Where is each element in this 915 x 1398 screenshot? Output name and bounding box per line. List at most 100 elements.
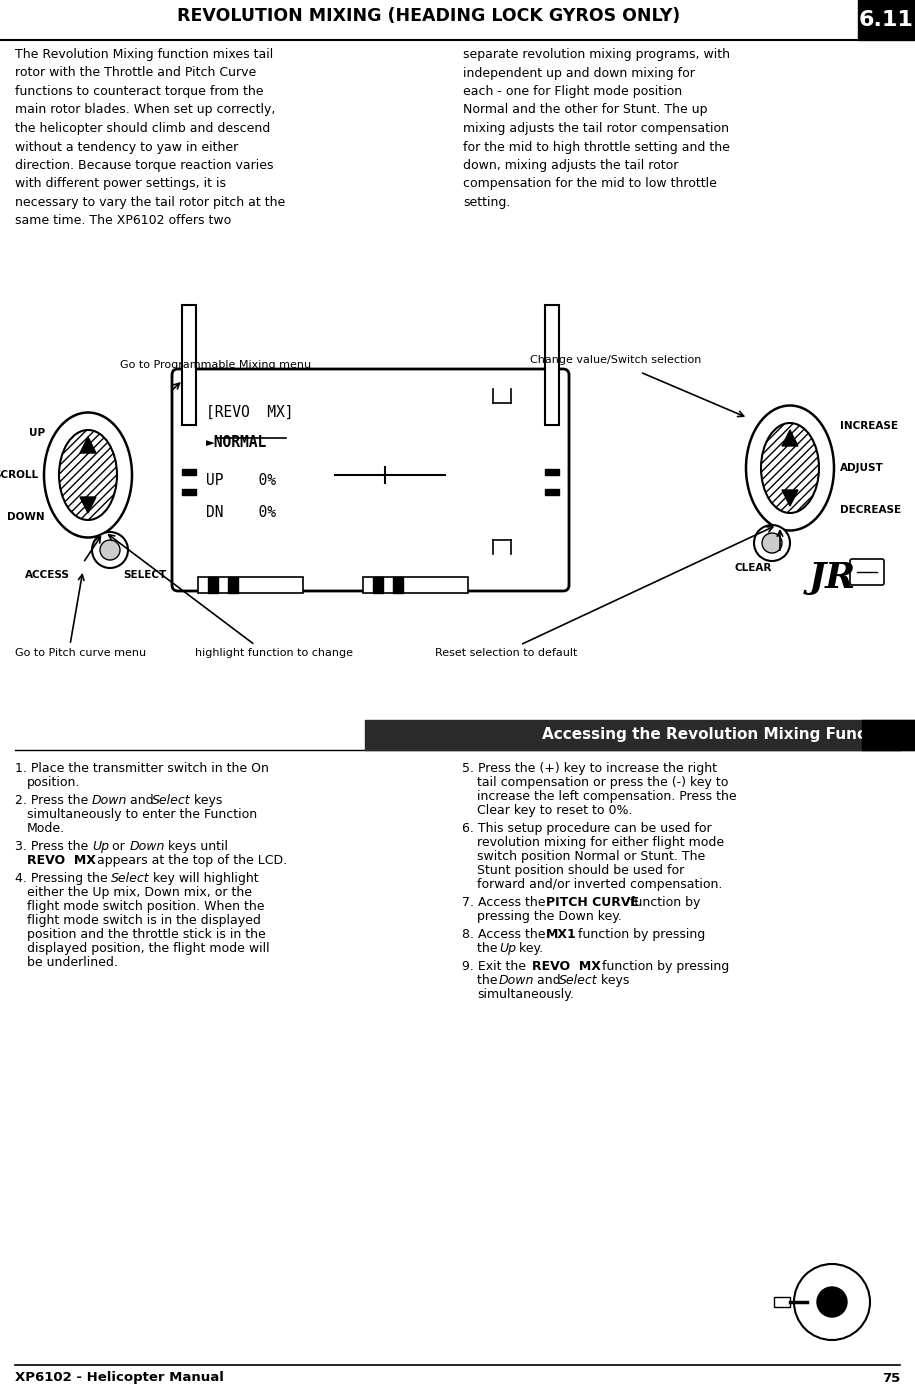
Text: either the Up mix, Down mix, or the: either the Up mix, Down mix, or the (27, 886, 252, 899)
Text: flight mode switch is in the displayed: flight mode switch is in the displayed (27, 914, 261, 927)
Bar (182, 305, 196, 425)
Circle shape (754, 526, 790, 561)
Text: MX1: MX1 (546, 928, 576, 941)
Text: Select: Select (559, 974, 597, 987)
Text: REVO  MX: REVO MX (27, 854, 96, 867)
Bar (373, 577, 383, 593)
Text: simultaneously to enter the Function: simultaneously to enter the Function (27, 808, 257, 821)
Text: CLEAR: CLEAR (735, 563, 772, 573)
Text: or: or (108, 840, 129, 853)
Text: DOWN: DOWN (7, 512, 45, 521)
FancyBboxPatch shape (850, 559, 884, 584)
Text: flight mode switch position. When the: flight mode switch position. When the (27, 900, 264, 913)
Bar (545, 489, 559, 495)
Text: tail compensation or press the (-) key to: tail compensation or press the (-) key t… (477, 776, 728, 788)
Text: Change value/Switch selection: Change value/Switch selection (530, 355, 702, 365)
Text: SELECT: SELECT (123, 570, 167, 580)
FancyBboxPatch shape (172, 369, 569, 591)
Text: forward and/or inverted compensation.: forward and/or inverted compensation. (477, 878, 722, 891)
Text: the: the (477, 974, 501, 987)
Text: Mode.: Mode. (27, 822, 65, 835)
Text: REVO  MX: REVO MX (532, 960, 601, 973)
Text: REVOLUTION MIXING (HEADING LOCK GYROS ONLY): REVOLUTION MIXING (HEADING LOCK GYROS ON… (178, 7, 681, 25)
Text: ADJUST: ADJUST (840, 463, 884, 473)
Text: key will highlight: key will highlight (149, 872, 259, 885)
Text: The Revolution Mixing function mixes tail
rotor with the Throttle and Pitch Curv: The Revolution Mixing function mixes tai… (15, 48, 285, 228)
Text: be underlined.: be underlined. (27, 956, 118, 969)
Text: Go to Pitch curve menu: Go to Pitch curve menu (15, 649, 146, 658)
Text: 7. Access the: 7. Access the (462, 896, 550, 909)
Text: DECREASE: DECREASE (840, 505, 901, 514)
Text: 5. Press the (+) key to increase the right: 5. Press the (+) key to increase the rig… (462, 762, 717, 774)
Text: function by: function by (626, 896, 700, 909)
Circle shape (817, 1288, 847, 1317)
Circle shape (100, 540, 120, 561)
Text: and: and (126, 794, 157, 807)
Ellipse shape (44, 412, 132, 537)
Text: switch position Normal or Stunt. The: switch position Normal or Stunt. The (477, 850, 705, 863)
Text: Select: Select (111, 872, 150, 885)
Bar (198, 577, 303, 593)
Text: simultaneously.: simultaneously. (477, 988, 574, 1001)
Text: keys until: keys until (164, 840, 228, 853)
Polygon shape (782, 431, 798, 446)
Text: INCREASE: INCREASE (840, 421, 898, 431)
Text: UP: UP (29, 428, 45, 438)
Text: 4. Pressing the: 4. Pressing the (15, 872, 112, 885)
Circle shape (794, 1264, 870, 1341)
Text: Down: Down (92, 794, 127, 807)
Polygon shape (782, 491, 798, 506)
Text: 3. Press the: 3. Press the (15, 840, 92, 853)
Text: XP6102 - Helicopter Manual: XP6102 - Helicopter Manual (15, 1371, 224, 1384)
Text: PITCH CURVE: PITCH CURVE (546, 896, 639, 909)
Text: 2. Press the: 2. Press the (15, 794, 92, 807)
Bar (862, 720, 915, 749)
Circle shape (762, 533, 782, 554)
Bar (208, 577, 218, 593)
Text: ACCESS: ACCESS (25, 570, 70, 580)
Text: keys: keys (597, 974, 630, 987)
Text: function by pressing: function by pressing (574, 928, 705, 941)
Bar (545, 305, 559, 425)
Text: DN    0%: DN 0% (206, 505, 276, 520)
Text: highlight function to change: highlight function to change (195, 649, 353, 658)
Text: displayed position, the flight mode will: displayed position, the flight mode will (27, 942, 270, 955)
Bar (545, 468, 559, 475)
Text: Down: Down (499, 974, 534, 987)
Polygon shape (80, 498, 96, 513)
Bar (363, 577, 468, 593)
Text: position and the throttle stick is in the: position and the throttle stick is in th… (27, 928, 265, 941)
Bar (182, 489, 196, 495)
Text: 9. Exit the: 9. Exit the (462, 960, 530, 973)
Text: function by pressing: function by pressing (598, 960, 729, 973)
Polygon shape (80, 438, 96, 453)
Text: and: and (533, 974, 565, 987)
Text: the: the (477, 942, 501, 955)
Text: Clear key to reset to 0%.: Clear key to reset to 0%. (477, 804, 632, 816)
Text: Accessing the Revolution Mixing Function: Accessing the Revolution Mixing Function (543, 727, 900, 742)
Circle shape (92, 533, 128, 568)
Text: Reset selection to default: Reset selection to default (435, 649, 577, 658)
Bar (365, 720, 915, 749)
Text: revolution mixing for either flight mode: revolution mixing for either flight mode (477, 836, 724, 849)
Text: UP    0%: UP 0% (206, 473, 276, 488)
Text: 6.11: 6.11 (858, 10, 913, 29)
Text: Up: Up (92, 840, 109, 853)
Text: Stunt position should be used for: Stunt position should be used for (477, 864, 684, 877)
Text: position.: position. (27, 776, 81, 788)
Text: Go to Programmable Mixing menu: Go to Programmable Mixing menu (120, 361, 311, 370)
Text: 6. This setup procedure can be used for: 6. This setup procedure can be used for (462, 822, 712, 835)
Bar (858, 0, 915, 41)
Text: pressing the Down key.: pressing the Down key. (477, 910, 622, 923)
Text: key.: key. (515, 942, 544, 955)
Text: appears at the top of the LCD.: appears at the top of the LCD. (93, 854, 287, 867)
Text: Down: Down (130, 840, 166, 853)
Bar (228, 577, 238, 593)
Text: 8. Access the: 8. Access the (462, 928, 550, 941)
Text: separate revolution mixing programs, with
independent up and down mixing for
eac: separate revolution mixing programs, wit… (463, 48, 730, 208)
Ellipse shape (746, 405, 834, 530)
Text: [REVO  MX]: [REVO MX] (206, 405, 294, 419)
Bar (393, 577, 403, 593)
Text: JR: JR (809, 561, 856, 596)
Text: increase the left compensation. Press the: increase the left compensation. Press th… (477, 790, 737, 802)
